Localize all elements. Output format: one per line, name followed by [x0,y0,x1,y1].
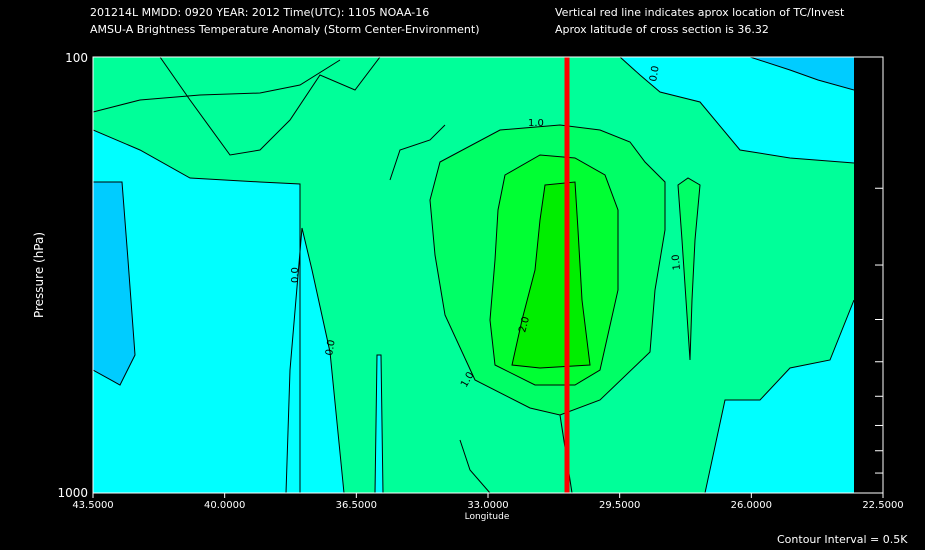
fill-level-1.0-right [678,178,700,360]
contour-0-left [93,129,301,493]
contour-0.5-top [93,59,341,113]
fill-negative-left [93,182,135,385]
contour-2.0 [511,181,591,369]
x-tick-label-2: 36.5000 [336,500,377,511]
y-axis-ticks [875,187,883,474]
x-tick-label-4: 29.5000 [599,500,640,511]
x-tick-label-3: 33.0000 [467,500,508,511]
contour-label-1-right: 1.0 [671,254,683,271]
x-tick-label-0: 43.5000 [72,500,113,511]
contour-0-bottom-right [704,299,854,493]
y-tick-label-100: 100 [65,51,88,65]
contour-0.5-lower [459,439,491,493]
fill-level-0-left [93,130,300,493]
contour-interval-note: Contour Interval = 0.5K [777,533,908,546]
contour-label-0-top-right: 0.0 [648,65,662,83]
contour-fill-layer [93,57,854,493]
x-axis-ticks: 43.5000 40.0000 36.5000 33.0000 29.5000 26.00… [72,493,904,511]
plot-right-margin [854,57,884,493]
contour-0-sliver [374,354,384,493]
contour-label-2-max: 2.0 [517,316,532,334]
contour-1.0-right [677,177,701,361]
title-line-1: 201214L MMDD: 0920 YEAR: 2012 Time(UTC):… [90,6,430,19]
tc-note-line-1: Vertical red line indicates aprox locati… [555,6,845,19]
fill-level-0-right-bottom [705,300,854,493]
y-tick-label-1000: 1000 [57,486,88,500]
contour-label-1-top: 1.0 [528,118,544,129]
contour-label-0-left: 0.0 [290,267,301,283]
contour-0-channel [285,227,345,493]
fill-level-0-right-top [620,57,854,163]
y-axis-title: Pressure (hPa) [32,232,46,318]
contour-1.5 [489,154,619,386]
x-tick-label-1: 40.0000 [204,500,245,511]
x-tick-label-5: 26.0000 [731,500,772,511]
contour-neg-left [93,181,136,386]
contour-0-top-right [619,57,854,164]
tc-note-line-2: Aprox latitude of cross section is 36.32 [555,23,769,36]
title-line-2: AMSU-A Brightness Temperature Anomaly (S… [90,23,480,36]
contour-neg-top-right [749,57,854,91]
contour-label-0-channel: 0.0 [324,339,338,357]
x-axis-title: Longitude [465,512,510,522]
contour-1.0 [429,124,666,416]
fill-level-2.0 [512,182,590,368]
contour-0.5-bottom [389,124,446,181]
contour-0.5-top-2 [159,57,381,156]
x-tick-label-6: 22.5000 [862,500,903,511]
